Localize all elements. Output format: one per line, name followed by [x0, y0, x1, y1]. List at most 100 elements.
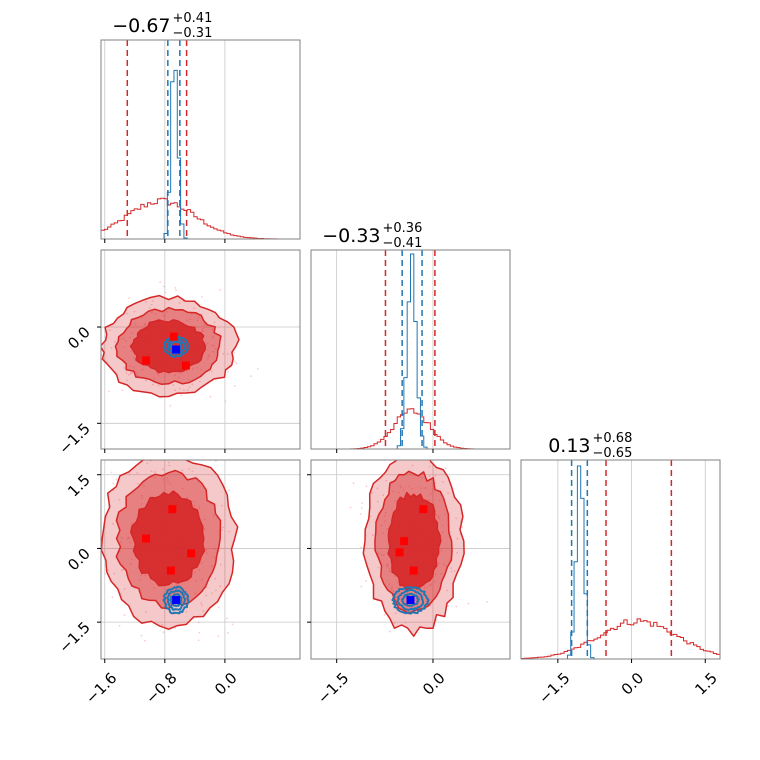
sample-point	[172, 384, 175, 387]
sample-point	[123, 588, 126, 590]
sample-point	[199, 380, 201, 383]
sample-point	[159, 281, 162, 284]
panel-content	[99, 281, 259, 407]
sample-point	[430, 583, 433, 585]
sample-point	[142, 485, 145, 487]
x-tick-label: −1.6	[82, 669, 120, 707]
sample-point	[434, 581, 437, 583]
sample-point	[256, 368, 259, 370]
sample-point	[167, 480, 169, 483]
sample-point	[371, 534, 374, 537]
sample-point	[227, 371, 229, 373]
sample-point	[178, 387, 181, 390]
sample-point	[438, 517, 441, 520]
sample-point	[408, 671, 410, 673]
sample-point	[383, 514, 386, 517]
sample-point	[110, 471, 113, 474]
scatter-frame	[100, 249, 301, 450]
sample-point	[221, 528, 223, 531]
sample-point	[153, 476, 156, 479]
sample-point	[126, 537, 129, 540]
sample-point	[228, 530, 230, 533]
sample-point	[394, 612, 397, 615]
sample-point	[128, 536, 131, 539]
sample-point	[388, 570, 391, 572]
sample-point	[94, 534, 96, 536]
sample-point	[211, 592, 213, 595]
sample-point	[377, 566, 380, 569]
sample-point	[157, 374, 160, 376]
sample-point	[205, 549, 208, 552]
sample-point	[413, 474, 416, 477]
histogram-broad	[311, 408, 510, 450]
sample-point	[132, 357, 135, 360]
sample-point	[194, 571, 196, 573]
sample-point	[455, 517, 458, 520]
sample-point	[219, 289, 222, 291]
sample-point	[178, 372, 181, 374]
sample-point	[226, 353, 229, 355]
contour-narrow-mid	[396, 588, 424, 611]
sample-point	[206, 357, 209, 360]
sample-point	[140, 634, 143, 637]
sample-point	[108, 390, 110, 393]
sample-point	[151, 383, 154, 386]
sample-point	[153, 376, 156, 379]
sample-point	[376, 487, 379, 490]
sample-point	[164, 291, 166, 294]
sample-point	[119, 338, 121, 341]
sample-point	[143, 323, 146, 325]
sample-point	[423, 586, 426, 589]
sample-point	[188, 386, 191, 389]
sample-point	[360, 546, 362, 549]
sample-point	[386, 565, 389, 568]
sample-point	[128, 473, 131, 476]
sample-point	[435, 513, 438, 516]
sample-point	[450, 570, 453, 573]
sample-point	[150, 303, 153, 306]
sample-point	[434, 482, 437, 485]
sample-point	[233, 351, 236, 354]
sample-point	[211, 335, 214, 338]
title-lower-error: −0.41	[383, 236, 423, 251]
sample-point	[386, 528, 389, 531]
sample-point	[113, 572, 116, 575]
sample-point	[447, 492, 450, 494]
sample-point	[141, 496, 144, 499]
sample-point	[202, 610, 205, 612]
sample-point	[161, 624, 164, 626]
panel-title: −0.67	[112, 15, 170, 37]
sample-point	[361, 502, 363, 504]
sample-point	[193, 307, 195, 310]
sample-point	[400, 486, 402, 489]
sample-point	[204, 528, 206, 530]
sample-point	[383, 520, 386, 523]
sample-point	[130, 562, 132, 565]
sample-point	[407, 485, 410, 488]
sample-point	[435, 619, 438, 622]
sample-point	[99, 340, 101, 342]
sample-point	[200, 296, 203, 298]
sample-point	[128, 297, 131, 299]
sample-point	[140, 494, 143, 497]
sample-point	[169, 482, 172, 485]
sample-point	[181, 469, 184, 472]
sample-point	[382, 494, 384, 497]
sample-point	[371, 492, 374, 494]
sample-point	[210, 329, 213, 331]
sample-point	[444, 512, 447, 515]
sample-point	[175, 584, 178, 587]
sample-point	[154, 471, 156, 473]
sample-point	[388, 630, 391, 633]
sample-point	[215, 589, 217, 592]
truth-marker-broad	[400, 537, 409, 546]
sample-point	[213, 556, 216, 559]
sample-point	[178, 376, 180, 379]
sample-point	[188, 468, 190, 470]
sample-point	[391, 586, 394, 589]
contour-narrow-inner	[169, 592, 183, 608]
panel-title: −0.33	[322, 225, 380, 247]
contour-narrow-outer	[162, 335, 190, 358]
sample-point	[127, 373, 130, 376]
